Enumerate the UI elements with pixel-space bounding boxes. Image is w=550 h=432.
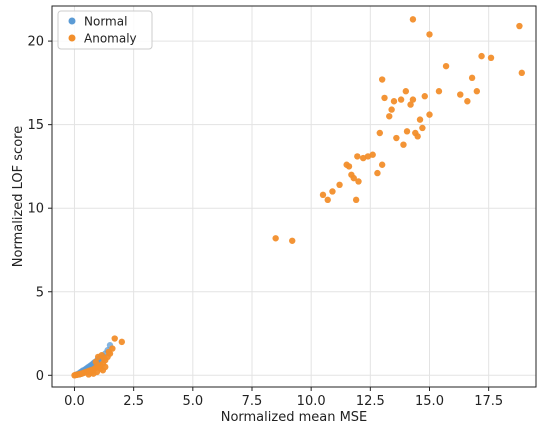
- legend-marker-anomaly: [68, 34, 76, 42]
- x-tick-label: 15.0: [415, 394, 444, 409]
- anomaly-point: [393, 134, 400, 142]
- anomaly-point: [457, 91, 464, 98]
- anomaly-point: [435, 88, 443, 95]
- legend-label-anomaly: Anomaly: [84, 32, 137, 46]
- anomaly-point: [388, 106, 395, 113]
- y-tick-label: 5: [36, 285, 44, 300]
- x-tick-label: 5.0: [182, 394, 203, 409]
- anomaly-point: [403, 128, 411, 135]
- anomaly-point: [105, 348, 113, 356]
- anomaly-point: [378, 76, 386, 83]
- anomaly-point: [400, 141, 407, 148]
- y-tick-label: 0: [36, 369, 44, 384]
- anomaly-point: [118, 338, 126, 346]
- anomaly-point: [416, 116, 424, 123]
- y-tick-label: 10: [27, 202, 44, 217]
- anomaly-point: [352, 196, 360, 204]
- y-axis-ticks: 0 5 10 15 20: [27, 35, 52, 384]
- anomaly-point: [426, 31, 433, 38]
- anomaly-point: [111, 335, 118, 342]
- anomaly-point: [87, 369, 95, 376]
- y-axis-title: Normalized LOF score: [11, 126, 26, 267]
- anomaly-point: [93, 368, 101, 376]
- anomaly-point: [414, 133, 421, 140]
- anomaly-point: [329, 188, 336, 195]
- anomaly-point: [272, 235, 279, 242]
- anomaly-point: [354, 153, 361, 160]
- x-tick-label: 17.5: [474, 394, 503, 409]
- anomaly-point: [336, 181, 343, 189]
- anomaly-point: [409, 16, 417, 23]
- anomaly-point: [426, 111, 433, 118]
- anomaly-point: [516, 22, 523, 30]
- anomaly-point: [289, 237, 296, 244]
- x-tick-label: 12.5: [356, 394, 385, 409]
- anomaly-point: [386, 113, 393, 120]
- grid-lines: [52, 6, 536, 387]
- anomaly-point: [319, 191, 327, 199]
- anomaly-point: [369, 151, 376, 158]
- anomaly-point: [378, 161, 386, 168]
- x-tick-label: 10.0: [297, 394, 326, 409]
- anomaly-point: [397, 96, 405, 103]
- anomaly-point: [355, 178, 362, 185]
- anomaly-point: [374, 169, 381, 177]
- anomaly-point: [473, 88, 481, 95]
- x-axis-ticks: 0.0 2.5 5.0 7.5 10.0 12.5 15.0 17.5: [64, 387, 503, 409]
- x-tick-label: 7.5: [242, 394, 263, 409]
- anomaly-point: [376, 129, 383, 137]
- anomaly-point: [92, 358, 99, 366]
- x-axis-title: Normalized mean MSE: [221, 410, 368, 425]
- anomaly-point: [402, 88, 410, 95]
- y-tick-label: 15: [27, 118, 44, 133]
- anomaly-point: [102, 363, 109, 371]
- data-points: [71, 16, 525, 379]
- anomaly-point: [487, 54, 495, 62]
- anomaly-point: [407, 101, 414, 108]
- x-tick-label: 0.0: [64, 394, 85, 409]
- anomaly-point: [350, 174, 357, 182]
- anomaly-point: [100, 355, 108, 362]
- anomaly-point: [478, 52, 485, 60]
- anomaly-point: [419, 124, 426, 132]
- legend-marker-normal: [68, 17, 76, 25]
- anomaly-point: [442, 62, 450, 70]
- anomaly-point: [464, 98, 471, 105]
- anomaly-point: [381, 94, 388, 102]
- anomaly-point: [421, 93, 428, 100]
- legend-label-normal: Normal: [84, 15, 127, 29]
- legend: Normal Anomaly: [57, 10, 153, 50]
- anomaly-point: [390, 98, 398, 105]
- anomaly-point: [518, 69, 525, 77]
- anomaly-point: [345, 163, 353, 170]
- legend-box: [57, 10, 153, 50]
- anomaly-point: [409, 96, 417, 103]
- x-tick-label: 2.5: [123, 394, 144, 409]
- plot-area-frame: [51, 5, 537, 388]
- anomaly-point: [468, 74, 476, 82]
- y-tick-label: 20: [27, 35, 44, 50]
- anomaly-point: [324, 196, 331, 204]
